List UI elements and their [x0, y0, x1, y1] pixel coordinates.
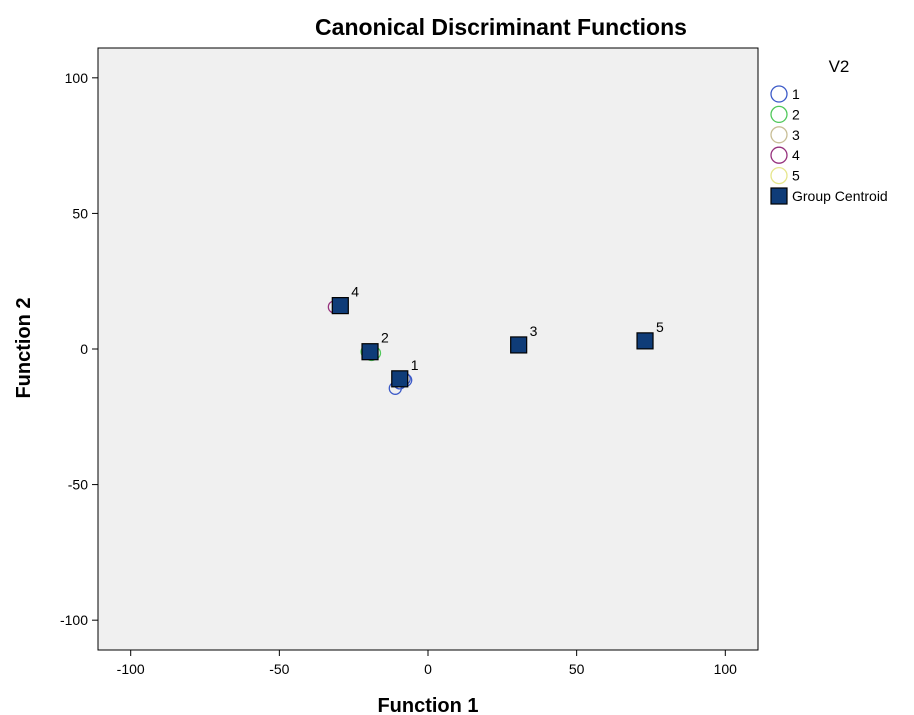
centroid-label-5: 5	[656, 319, 664, 335]
x-tick-label: -50	[269, 661, 289, 677]
centroid-label-2: 2	[381, 330, 389, 346]
legend-items: 1 2 3 4 5 Group Centroid	[770, 85, 888, 205]
legend-marker-3	[770, 126, 788, 144]
x-tick-label: 50	[569, 661, 585, 677]
legend-marker-centroid	[770, 187, 788, 205]
x-tick-label: -100	[117, 661, 145, 677]
x-axis-label: Function 1	[377, 695, 478, 715]
legend-title: V2	[829, 57, 850, 76]
legend-marker-1	[770, 85, 788, 103]
y-axis-ticks: -100 -50 0 50 100	[60, 70, 98, 628]
legend-label: 3	[792, 127, 800, 143]
plot-area	[97, 47, 759, 651]
centroid-marker-5	[636, 332, 654, 350]
centroid-marker-3	[510, 336, 528, 354]
legend-label: Group Centroid	[792, 188, 888, 204]
y-axis-label: Function 2	[13, 297, 35, 398]
y-tick-label: -50	[68, 477, 88, 493]
centroid-label-4: 4	[351, 284, 359, 300]
centroid-marker-2	[361, 343, 379, 361]
y-tick-label: 100	[65, 70, 89, 86]
y-tick-label: 0	[80, 341, 88, 357]
x-axis-ticks: -100 -50 0 50 100	[117, 650, 738, 677]
centroid-label-1: 1	[411, 357, 419, 373]
centroid-label-3: 3	[530, 323, 538, 339]
legend-label: 4	[792, 147, 800, 163]
x-tick-label: 100	[714, 661, 738, 677]
legend: V2 1 2 3 4 5 Group Centroid	[770, 57, 888, 205]
x-tick-label: 0	[424, 661, 432, 677]
y-tick-label: -100	[60, 612, 88, 628]
legend-marker-2	[770, 105, 788, 124]
y-tick-label: 50	[72, 205, 88, 221]
centroid-marker-1	[391, 370, 409, 388]
legend-marker-5	[770, 166, 788, 185]
legend-label: 2	[792, 106, 800, 122]
legend-label: 1	[792, 86, 800, 102]
chart-title: Canonical Discriminant Functions	[315, 14, 687, 40]
centroid-marker-4	[331, 297, 349, 315]
legend-label: 5	[792, 168, 800, 184]
legend-marker-4	[770, 146, 788, 164]
group-centroids: 1 2 3 4 5	[331, 284, 664, 388]
